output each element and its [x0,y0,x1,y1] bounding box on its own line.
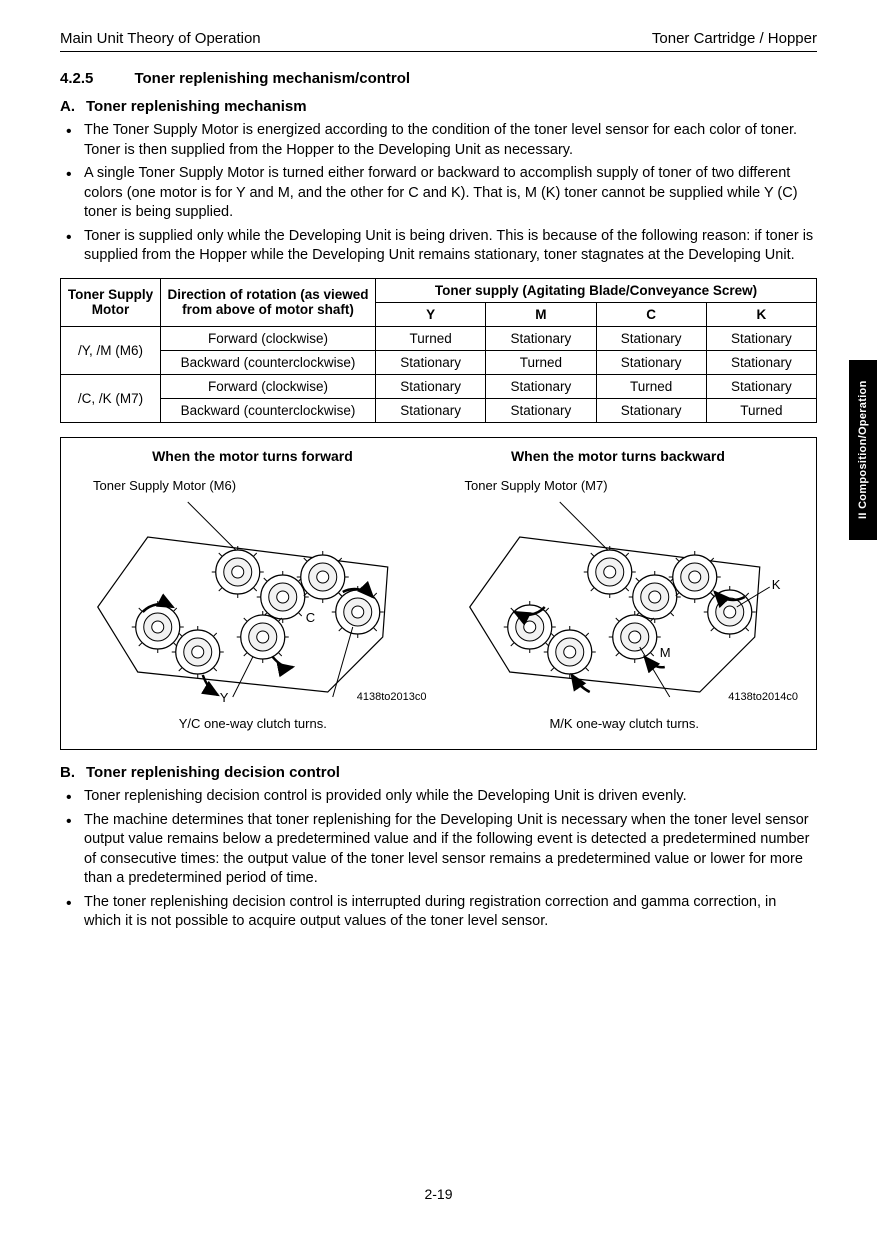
subsection-b-title: Toner replenishing decision control [86,764,340,781]
cell: Turned [486,350,596,374]
cell: Stationary [376,374,486,398]
cell: Stationary [706,374,816,398]
left-motor-label: Toner Supply Motor (M6) [93,478,433,493]
header-left: Main Unit Theory of Operation [60,30,261,47]
bullet-item: Toner replenishing decision control is p… [84,787,817,807]
label-m: M [659,645,670,660]
toner-supply-table: Toner Supply Motor Direction of rotation… [60,278,817,423]
mechanism-figure: When the motor turns forward When the mo… [60,437,817,750]
header-right: Toner Cartridge / Hopper [652,30,817,47]
figure-right-caption: M/K one-way clutch turns. [445,716,805,731]
subsection-a-heading: A.Toner replenishing mechanism [60,98,817,115]
figure-headers: When the motor turns forward When the mo… [73,448,804,464]
bullet-item: A single Toner Supply Motor is turned ei… [84,164,817,223]
cell: Stationary [596,350,706,374]
figure-right-header: When the motor turns backward [511,448,725,464]
cell-direction: Backward (counterclockwise) [161,350,376,374]
side-tab: II Composition/Operation [849,360,877,540]
cell-direction: Backward (counterclockwise) [161,398,376,422]
table-row: /Y, /M (M6) Forward (clockwise) Turned S… [61,326,817,350]
page: Main Unit Theory of Operation Toner Cart… [0,0,877,1242]
col-motor-header: Toner Supply Motor [61,278,161,326]
section-title: Toner replenishing mechanism/control [134,70,410,87]
label-c: C [306,610,315,625]
col-c: C [596,302,706,326]
cell: Turned [596,374,706,398]
bullet-item: The Toner Supply Motor is energized acco… [84,121,817,160]
subsection-b-heading: B.Toner replenishing decision control [60,764,817,781]
mechanism-diagram-left: Y C [73,497,433,707]
figure-right: Toner Supply Motor (M7) [445,478,805,731]
right-motor-label: Toner Supply Motor (M7) [465,478,805,493]
col-direction-header: Direction of rotation (as viewed from ab… [161,278,376,326]
figure-left-header: When the motor turns forward [152,448,353,464]
bullet-item: The toner replenishing decision control … [84,893,817,932]
figure-left-caption: Y/C one-way clutch turns. [73,716,433,731]
subsection-a-letter: A. [60,98,86,115]
cell: Stationary [486,326,596,350]
cell: Stationary [706,350,816,374]
subsection-a-title: Toner replenishing mechanism [86,98,307,115]
table-row: Backward (counterclockwise) Stationary S… [61,398,817,422]
subsection-b-bullets: Toner replenishing decision control is p… [60,787,817,932]
col-k: K [706,302,816,326]
bullet-item: The machine determines that toner replen… [84,811,817,889]
cell-motor: /C, /K (M7) [61,374,161,422]
figure-left: Toner Supply Motor (M6) [73,478,433,731]
figure-right-id: 4138to2014c0 [728,691,798,703]
table-header-row: Toner Supply Motor Direction of rotation… [61,278,817,302]
cell: Stationary [596,398,706,422]
cell: Stationary [376,350,486,374]
page-number: 2-19 [0,1186,877,1202]
cell-direction: Forward (clockwise) [161,326,376,350]
label-k: K [771,577,780,592]
col-supply-header: Toner supply (Agitating Blade/Conveyance… [376,278,817,302]
cell: Stationary [706,326,816,350]
cell: Turned [706,398,816,422]
bullet-item: Toner is supplied only while the Develop… [84,227,817,266]
page-header: Main Unit Theory of Operation Toner Cart… [60,30,817,52]
col-y: Y [376,302,486,326]
mechanism-diagram-right: M K [445,497,805,707]
figure-body: Toner Supply Motor (M6) [73,478,804,731]
table-row: Backward (counterclockwise) Stationary T… [61,350,817,374]
figure-left-id: 4138to2013c0 [357,691,427,703]
table-row: /C, /K (M7) Forward (clockwise) Stationa… [61,374,817,398]
subsection-a-bullets: The Toner Supply Motor is energized acco… [60,121,817,266]
label-y: Y [220,690,229,705]
cell-direction: Forward (clockwise) [161,374,376,398]
cell: Turned [376,326,486,350]
subsection-b-letter: B. [60,764,86,781]
cell: Stationary [486,398,596,422]
section-number: 4.2.5 [60,70,130,87]
section-heading: 4.2.5 Toner replenishing mechanism/contr… [60,70,817,88]
cell-motor: /Y, /M (M6) [61,326,161,374]
cell: Stationary [486,374,596,398]
cell: Stationary [596,326,706,350]
col-m: M [486,302,596,326]
cell: Stationary [376,398,486,422]
